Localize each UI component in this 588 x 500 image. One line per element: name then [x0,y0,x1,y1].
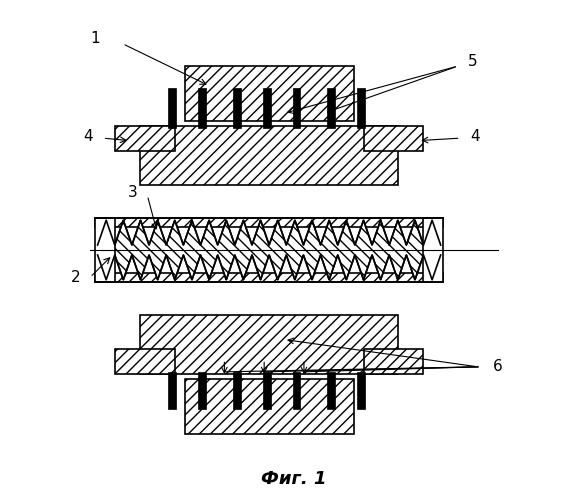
Bar [198,372,206,409]
Bar [263,372,270,409]
Text: 4: 4 [470,129,480,144]
Bar [357,88,365,128]
Bar [328,372,335,409]
Text: 2: 2 [71,270,80,285]
Text: 3: 3 [128,186,137,200]
Bar [363,350,423,374]
Text: 1: 1 [91,31,100,46]
Bar [263,88,270,128]
Polygon shape [98,220,440,280]
Bar [233,372,241,409]
Bar [140,126,399,186]
Bar [115,350,175,374]
Bar [357,372,365,409]
Bar [115,126,175,150]
Text: 4: 4 [83,129,92,144]
Bar [95,218,115,282]
Bar [233,88,241,128]
Text: 5: 5 [468,54,478,68]
Bar [198,88,206,128]
Bar [168,372,176,409]
Bar [423,218,443,282]
Bar [185,66,353,120]
Bar [363,126,423,150]
Bar [185,380,353,434]
Bar [328,88,335,128]
Text: 6: 6 [493,360,503,374]
Bar [292,372,300,409]
Bar [95,274,443,282]
Bar [168,88,176,128]
Bar [292,88,300,128]
Text: Фиг. 1: Фиг. 1 [261,470,327,488]
Bar [95,218,443,226]
Bar [140,314,399,374]
